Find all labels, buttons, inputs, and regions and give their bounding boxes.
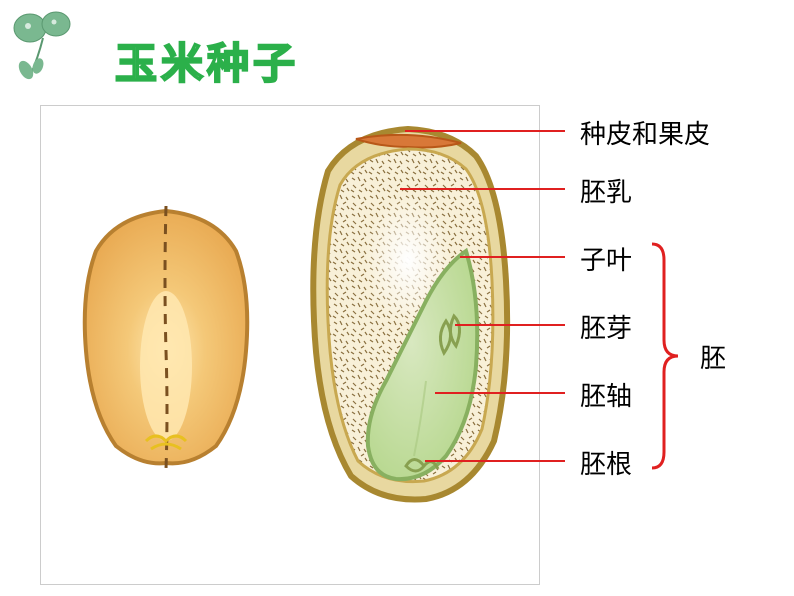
label-endosperm: 胚乳: [580, 172, 632, 209]
leaf-decoration: [8, 8, 98, 88]
leader-plumule: [455, 324, 565, 326]
label-radicle: 胚根: [580, 444, 632, 481]
leader-pericarp: [405, 130, 565, 132]
diagram-frame: [40, 105, 540, 585]
leader-hypocotyl: [435, 392, 565, 394]
page-title: 玉米种子: [115, 30, 299, 91]
leader-endosperm: [400, 188, 565, 190]
leader-cotyledon: [460, 256, 565, 258]
whole-seed-illustration: [66, 201, 266, 471]
label-cotyledon: 子叶: [580, 240, 632, 277]
label-embryo-group: 胚: [700, 338, 726, 375]
embryo-bracket: [650, 240, 690, 477]
leader-radicle: [425, 460, 565, 462]
cross-section-illustration: [296, 121, 521, 511]
label-hypocotyl: 胚轴: [580, 376, 632, 413]
label-plumule: 胚芽: [580, 308, 632, 345]
label-pericarp: 种皮和果皮: [580, 114, 710, 151]
